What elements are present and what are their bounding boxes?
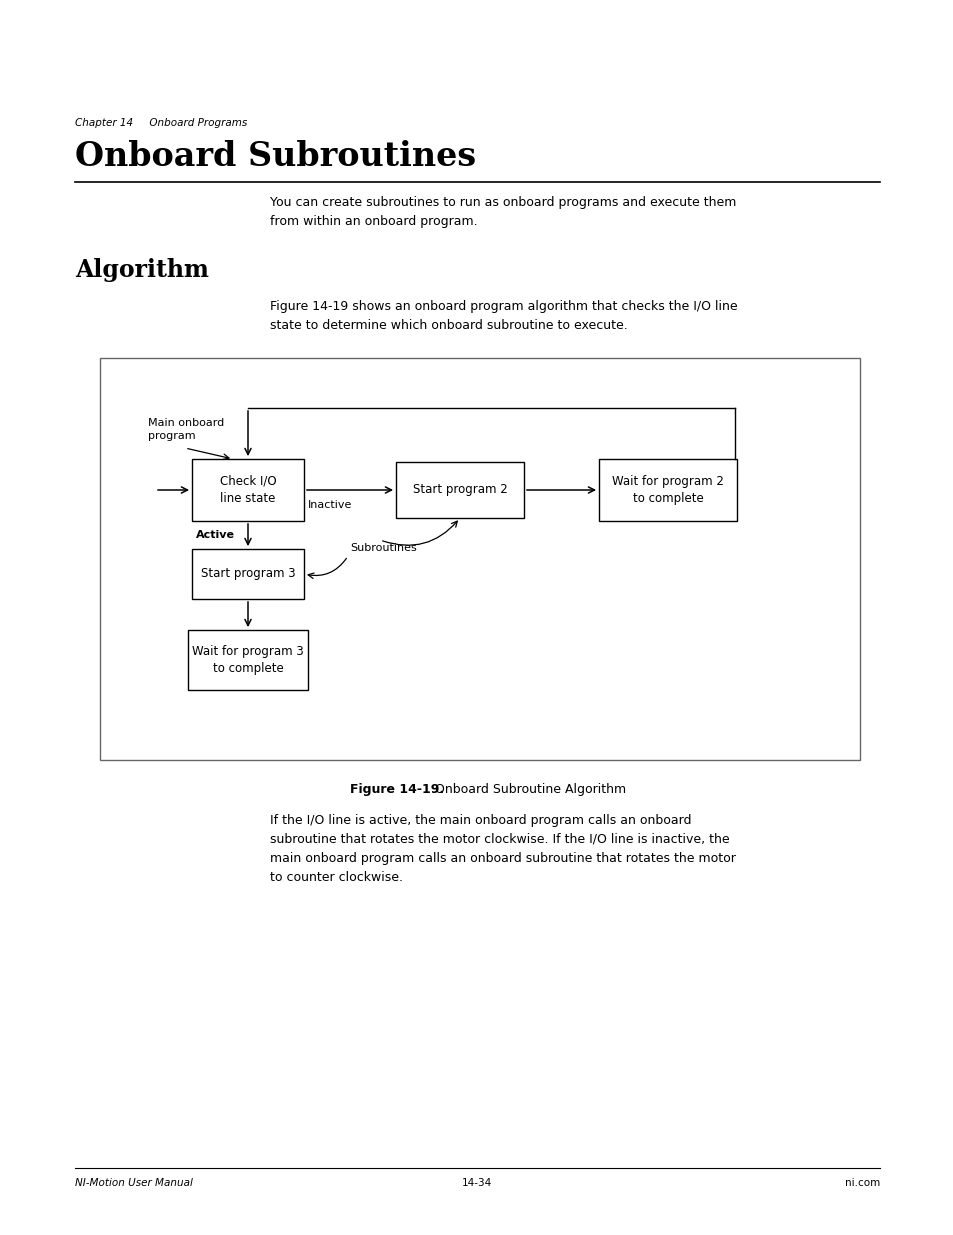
- Text: Onboard Subroutines: Onboard Subroutines: [75, 140, 476, 173]
- Text: Wait for program 2
to complete: Wait for program 2 to complete: [612, 474, 723, 505]
- Text: Active: Active: [195, 530, 234, 540]
- Text: Wait for program 3
to complete: Wait for program 3 to complete: [192, 645, 304, 676]
- Bar: [188, 630, 308, 690]
- Text: Onboard Subroutine Algorithm: Onboard Subroutine Algorithm: [427, 783, 625, 797]
- Text: Check I/O
line state: Check I/O line state: [219, 474, 276, 505]
- Text: If the I/O line is active, the main onboard program calls an onboard
subroutine : If the I/O line is active, the main onbo…: [270, 814, 735, 884]
- Text: Algorithm: Algorithm: [75, 258, 209, 282]
- Bar: [192, 550, 304, 599]
- Text: Subroutines: Subroutines: [350, 543, 416, 553]
- Bar: [192, 459, 304, 521]
- Text: Start program 2: Start program 2: [413, 483, 507, 496]
- Bar: [395, 462, 523, 517]
- Text: Start program 3: Start program 3: [200, 568, 295, 580]
- Text: Figure 14-19.: Figure 14-19.: [350, 783, 444, 797]
- Bar: [598, 459, 737, 521]
- Text: Figure 14-19 shows an onboard program algorithm that checks the I/O line
state t: Figure 14-19 shows an onboard program al…: [270, 300, 737, 332]
- Text: Main onboard
program: Main onboard program: [148, 417, 224, 441]
- Text: NI-Motion User Manual: NI-Motion User Manual: [75, 1178, 193, 1188]
- Text: You can create subroutines to run as onboard programs and execute them
from with: You can create subroutines to run as onb…: [270, 196, 736, 228]
- Text: Inactive: Inactive: [308, 500, 352, 510]
- Bar: [100, 358, 859, 760]
- Text: ni.com: ni.com: [843, 1178, 879, 1188]
- Text: Chapter 14     Onboard Programs: Chapter 14 Onboard Programs: [75, 119, 247, 128]
- Text: 14-34: 14-34: [461, 1178, 492, 1188]
